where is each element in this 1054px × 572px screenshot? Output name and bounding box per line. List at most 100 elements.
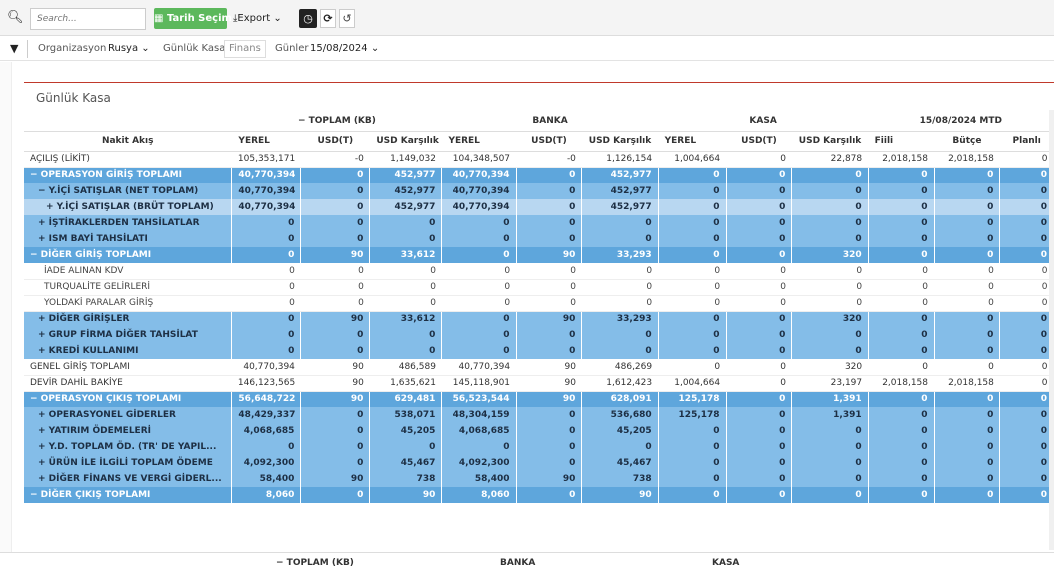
table-cell: 0 bbox=[726, 455, 793, 471]
chevron-down-icon: ⌄ bbox=[370, 43, 380, 54]
group-header-toplam[interactable]: − TOPLAM (KB) bbox=[231, 111, 443, 132]
column-header[interactable]: Bütçe bbox=[934, 131, 1001, 152]
table-row[interactable]: − DİĞER GİRİŞ TOPLAMI 0 90 33,612 0 90 33,293 0… bbox=[24, 247, 1054, 263]
table-cell: 0 bbox=[868, 279, 934, 296]
row-label: − OPERASYON ÇIKIŞ TOPLAMI bbox=[24, 391, 233, 407]
table-cell: 145,118,901 bbox=[441, 375, 517, 392]
vertical-scrollbar[interactable] bbox=[1049, 110, 1054, 550]
row-label: + ISM BAYİ TAHSİLATI bbox=[24, 231, 233, 247]
table-row[interactable]: + Y.D. TOPLAM ÖD. (TR' DE YAPIL... 0 0 0 0 0 0… bbox=[24, 439, 1054, 455]
column-header[interactable]: USD(T) bbox=[300, 131, 371, 152]
table-cell: 0 bbox=[934, 183, 1001, 199]
undo-icon[interactable]: ↺ bbox=[339, 9, 355, 28]
funnel-icon[interactable]: ▼ bbox=[10, 42, 19, 55]
table-cell: 0 bbox=[726, 391, 793, 407]
table-cell: 0 bbox=[791, 455, 869, 471]
table-cell: 0 bbox=[441, 263, 517, 280]
table-cell: 0 bbox=[369, 327, 443, 343]
table-cell: 0 bbox=[999, 311, 1054, 327]
table-cell: 0 bbox=[581, 215, 659, 231]
table-cell: 0 bbox=[868, 455, 935, 471]
table-cell: 0 bbox=[516, 423, 583, 439]
table-cell: 0 bbox=[441, 231, 517, 247]
table-row[interactable]: − OPERASYON GİRİŞ TOPLAMI 40,770,394 0 452,… bbox=[24, 167, 1054, 183]
row-label: + ÜRÜN İLE İLGİLİ TOPLAM ÖDEME bbox=[24, 455, 233, 471]
table-row[interactable]: + YATIRIM ÖDEMELERİ 4,068,685 0 45,205 4,068… bbox=[24, 423, 1054, 439]
table-cell: 0 bbox=[516, 231, 583, 247]
table-cell: 0 bbox=[658, 343, 727, 359]
table-cell: 1,391 bbox=[791, 391, 869, 407]
table-row[interactable]: + OPERASYONEL GİDERLER 48,429,337 0 538,071… bbox=[24, 407, 1054, 423]
table-cell: 0 bbox=[516, 343, 583, 359]
table-body: AÇILIŞ (LİKİT) 105,353,171 -0 1,149,032 104,… bbox=[24, 151, 1054, 503]
table-cell: 628,091 bbox=[581, 391, 659, 407]
column-header[interactable]: USD Karşılık bbox=[791, 131, 869, 152]
column-header[interactable]: YEREL bbox=[441, 131, 517, 152]
tarih-secim-button[interactable]: ▦ Tarih Seçim bbox=[154, 8, 232, 29]
export-label: Export bbox=[237, 13, 271, 24]
row-label: AÇILIŞ (LİKİT) bbox=[24, 151, 232, 168]
table-cell: 0 bbox=[999, 455, 1054, 471]
table-cell: 0 bbox=[231, 295, 301, 312]
table-row[interactable]: + ÜRÜN İLE İLGİLİ TOPLAM ÖDEME 4,092,300 0… bbox=[24, 455, 1054, 471]
table-cell: 0 bbox=[658, 327, 727, 343]
table-cell: 0 bbox=[726, 327, 793, 343]
table-cell: 90 bbox=[300, 375, 370, 392]
table-row[interactable]: − DİĞER ÇIKIŞ TOPLAMI 8,060 0 90 8,060 0 90 0 0 0… bbox=[24, 487, 1054, 503]
clock-icon[interactable]: ◷ bbox=[299, 9, 317, 28]
table-cell: 0 bbox=[999, 279, 1054, 296]
row-label: − Y.İÇİ SATIŞLAR (NET TOPLAM) bbox=[24, 183, 233, 199]
gunluk-kasa-value[interactable]: Finans bbox=[224, 40, 266, 58]
table-row[interactable]: + Y.İÇİ SATIŞLAR (BRÜT TOPLAM) 40,770,394… bbox=[24, 199, 1054, 215]
table-cell: 40,770,394 bbox=[441, 199, 517, 215]
column-header[interactable]: Planlı bbox=[999, 131, 1054, 152]
column-header[interactable]: USD Karşılık bbox=[369, 131, 443, 152]
refresh-icon[interactable]: ⟳ bbox=[320, 9, 336, 28]
table-cell: 0 bbox=[300, 407, 371, 423]
column-header[interactable]: Fiili bbox=[868, 131, 935, 152]
column-header[interactable]: YEREL bbox=[658, 131, 727, 152]
table-cell: 0 bbox=[231, 231, 302, 247]
table-cell: 0 bbox=[441, 439, 517, 455]
row-label: GENEL GİRİŞ TOPLAMI bbox=[24, 359, 232, 376]
table-row[interactable]: + ISM BAYİ TAHSİLATI 0 0 0 0 0 0 0 0 0 0 0 0 bbox=[24, 231, 1054, 247]
table-cell: 0 bbox=[999, 247, 1054, 263]
table-cell: 320 bbox=[791, 311, 869, 327]
search-icon[interactable]: 🔍︎ bbox=[7, 10, 24, 25]
gunler-label: Günler bbox=[275, 43, 309, 54]
table-cell: 1,391 bbox=[791, 407, 869, 423]
table-row[interactable]: + DİĞER FİNANS VE VERGİ GİDERL... 58,400 9… bbox=[24, 471, 1054, 487]
table-row[interactable]: − Y.İÇİ SATIŞLAR (NET TOPLAM) 40,770,394 0… bbox=[24, 183, 1054, 199]
footer-header-kasa: KASA bbox=[712, 558, 740, 568]
gunler-select[interactable]: 15/08/2024 ⌄ bbox=[310, 43, 379, 54]
table-row: TURQUALİTE GELİRLERİ 0 0 0 0 0 0 0 0 0 0 0 0 bbox=[24, 279, 1054, 296]
column-header-nakit-akis[interactable]: Nakit Akış bbox=[24, 131, 233, 152]
organizasyon-select[interactable]: Rusya ⌄ bbox=[108, 43, 150, 54]
search-input[interactable] bbox=[30, 8, 146, 30]
column-header[interactable]: USD(T) bbox=[516, 131, 583, 152]
table-cell: 0 bbox=[999, 327, 1054, 343]
table-cell: 0 bbox=[231, 343, 302, 359]
table-cell: 0 bbox=[726, 295, 792, 312]
table-cell: 0 bbox=[300, 439, 371, 455]
table-cell: 0 bbox=[934, 455, 1001, 471]
table-cell: 58,400 bbox=[441, 471, 517, 487]
table-cell: 0 bbox=[868, 327, 935, 343]
table-row[interactable]: + GRUP FİRMA DİĞER TAHSİLAT 0 0 0 0 0 0 0 0 0 0 0 0 bbox=[24, 327, 1054, 343]
table-row[interactable]: + İŞTİRAKLERDEN TAHSİLATLAR 0 0 0 0 0 0 0 0 0 0 0 0 bbox=[24, 215, 1054, 231]
table-row[interactable]: + KREDİ KULLANIMI 0 0 0 0 0 0 0 0 0 0 0 0 bbox=[24, 343, 1054, 359]
table-row[interactable]: − OPERASYON ÇIKIŞ TOPLAMI 56,648,722 90 629… bbox=[24, 391, 1054, 407]
table-cell: 0 bbox=[934, 231, 1001, 247]
table-cell: 0 bbox=[369, 279, 442, 296]
export-button[interactable]: ⤓Export ⌄ bbox=[233, 9, 282, 29]
table-cell: 0 bbox=[791, 327, 869, 343]
column-header[interactable]: YEREL bbox=[231, 131, 302, 152]
footer-header-banka: BANKA bbox=[500, 558, 536, 568]
table-cell: 0 bbox=[791, 167, 869, 183]
table-row[interactable]: + DİĞER GİRİŞLER 0 90 33,612 0 90 33,293 0 0 320 0… bbox=[24, 311, 1054, 327]
table-cell: 0 bbox=[581, 263, 659, 280]
table-cell: 125,178 bbox=[658, 407, 727, 423]
column-header[interactable]: USD Karşılık bbox=[581, 131, 659, 152]
table-row: YOLDAKİ PARALAR GİRİŞ 0 0 0 0 0 0 0 0 0 0 0 0 bbox=[24, 295, 1054, 312]
column-header[interactable]: USD(T) bbox=[726, 131, 793, 152]
